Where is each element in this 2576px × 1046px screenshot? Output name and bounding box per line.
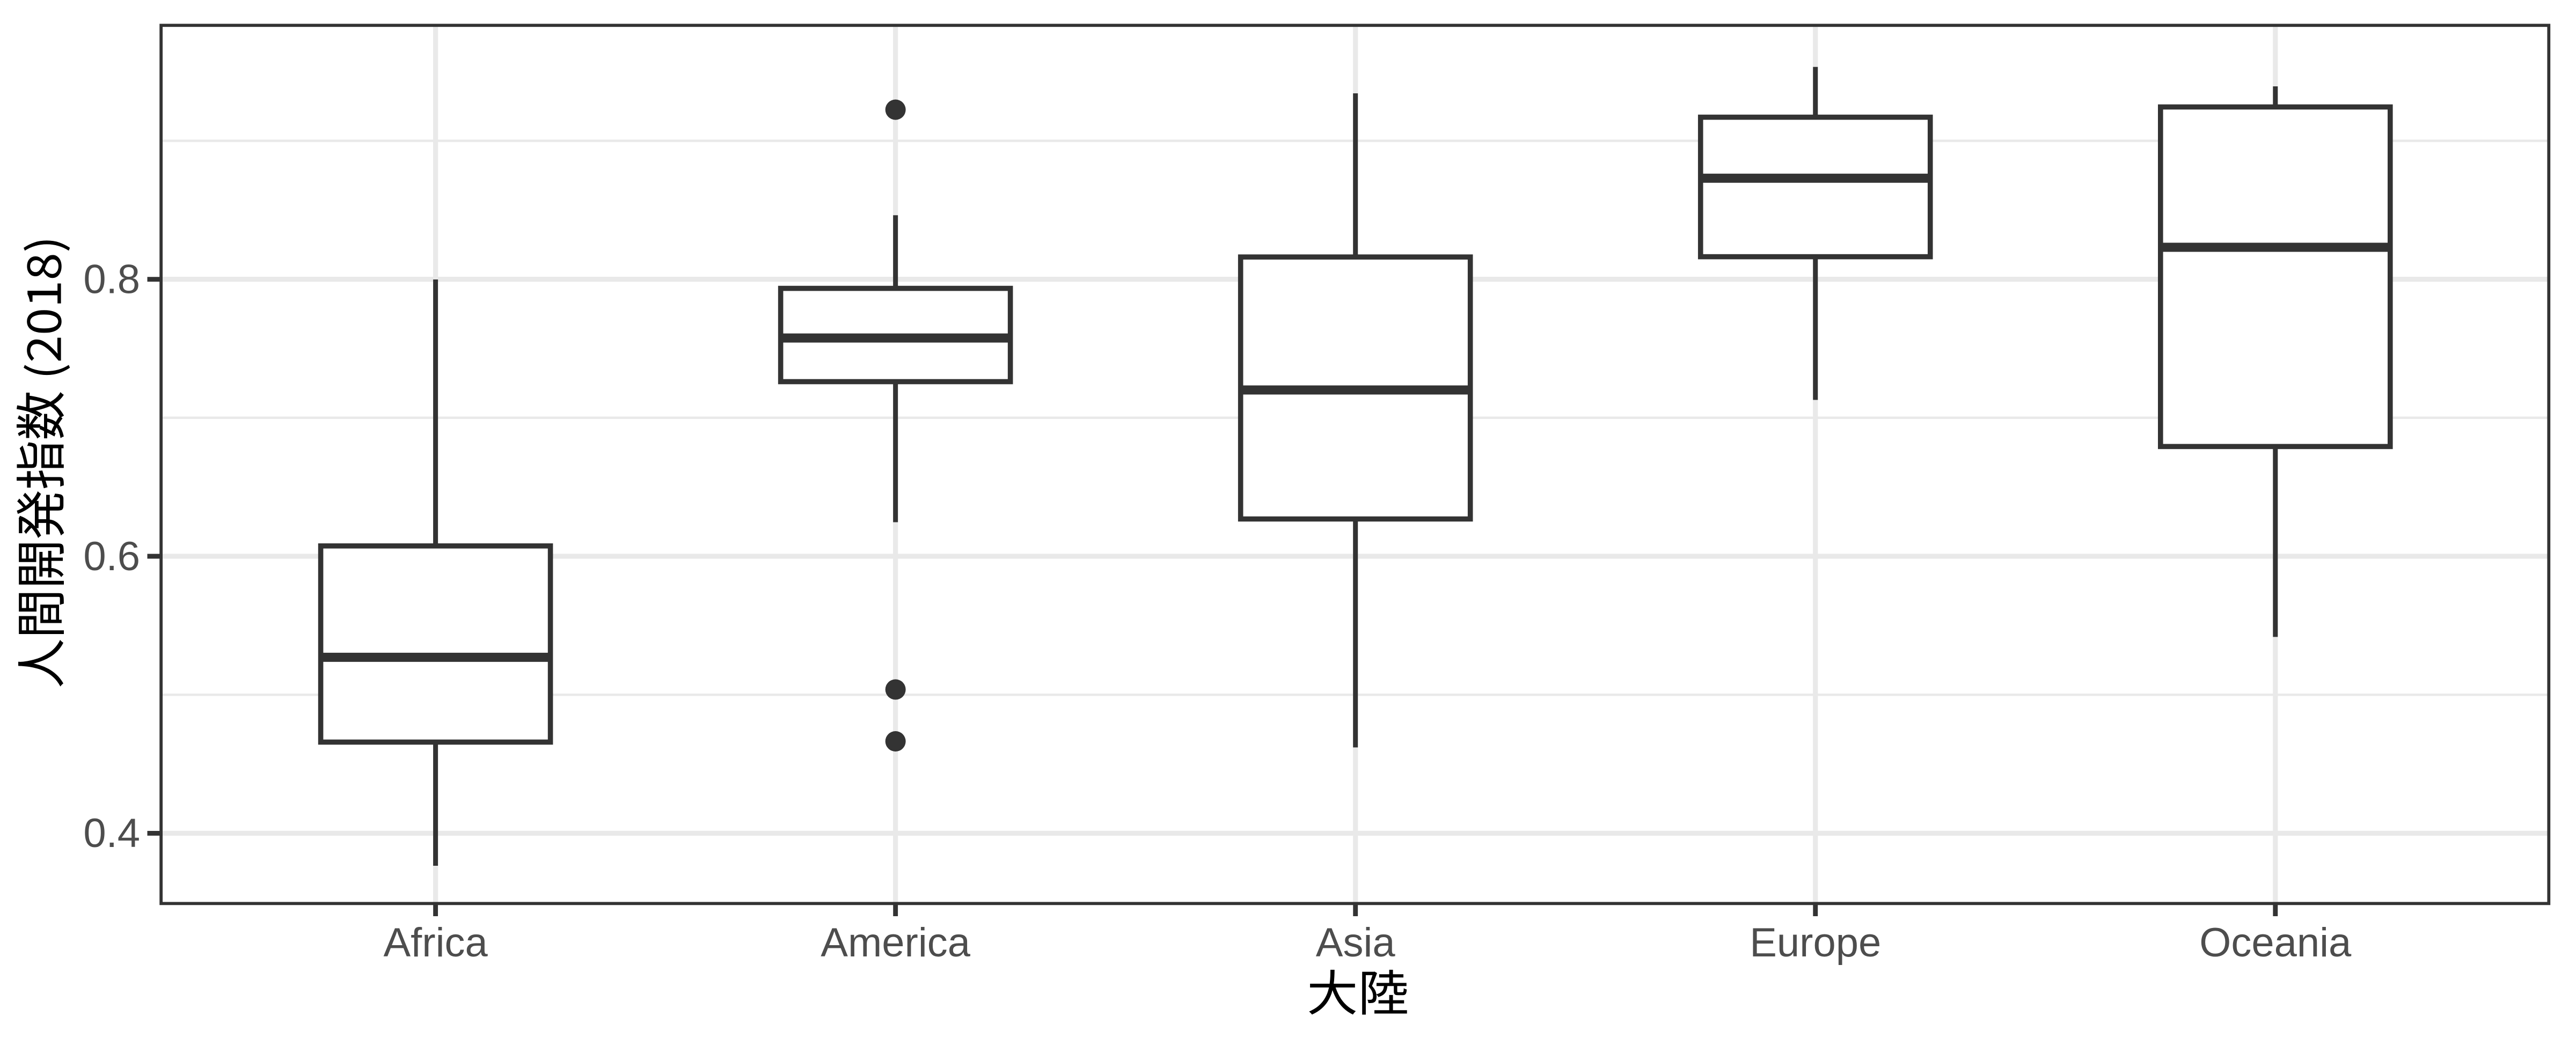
- svg-text:0.8: 0.8: [83, 257, 140, 303]
- svg-text:Oceania: Oceania: [2199, 920, 2352, 966]
- svg-text:Africa: Africa: [383, 920, 488, 966]
- svg-text:0.6: 0.6: [83, 534, 140, 579]
- svg-text:Europe: Europe: [1750, 920, 1881, 966]
- svg-text:America: America: [821, 920, 970, 966]
- svg-text:Asia: Asia: [1316, 920, 1396, 966]
- svg-text:0.4: 0.4: [83, 811, 140, 856]
